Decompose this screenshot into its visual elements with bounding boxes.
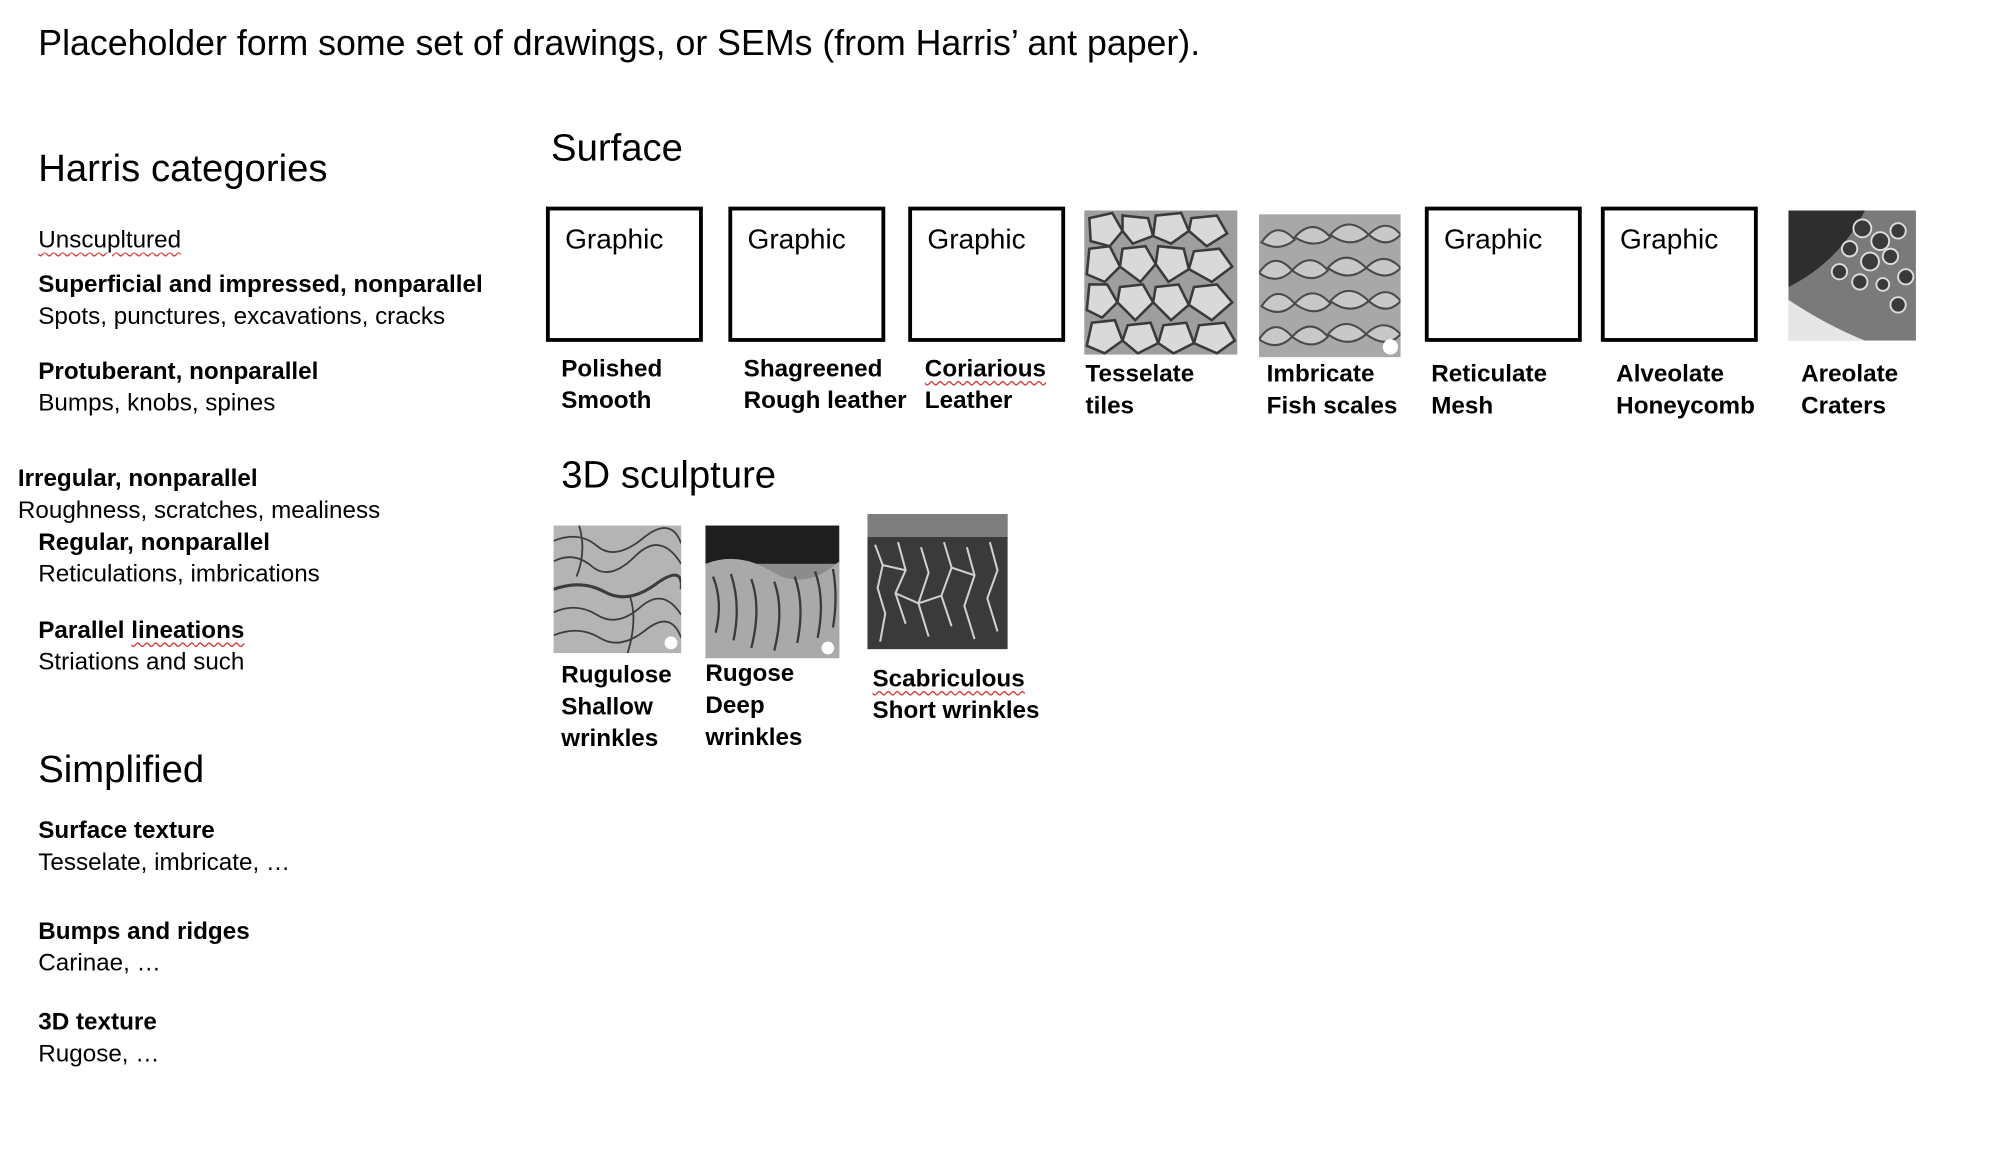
harris-item-3-name: Irregular, nonparallel (17, 465, 258, 493)
simplified-item-1-name: Surface texture (38, 817, 215, 845)
harris-item-5-desc: Striations and such (38, 649, 245, 677)
surface-heading: Surface (551, 127, 683, 170)
simplified-item-3-desc: Rugose, … (38, 1040, 160, 1068)
areolate-pattern (1788, 210, 1916, 341)
sculpture-heading: 3D sculpture (561, 454, 777, 497)
graphic-placeholder-reticulate: Graphic (1424, 206, 1582, 342)
rugulose-sem-image (553, 525, 682, 654)
caption-areolate: Areolate Craters (1801, 360, 1899, 420)
caption-reticulate: Reticulate Mesh (1431, 360, 1548, 420)
caption-rugose: Rugose Deep wrinkles (705, 660, 803, 752)
graphic-placeholder-shagreened: Graphic (728, 206, 886, 342)
harris-item-2-desc: Bumps, knobs, spines (38, 390, 276, 418)
scabriculous-sem-image (867, 514, 1008, 650)
unsculptured-label: Unscupltured (38, 227, 182, 254)
caption-tesselate: Tesselate tiles (1085, 360, 1195, 420)
areolate-sem-image (1788, 210, 1916, 341)
harris-item-5-name: Parallel lineations (38, 617, 245, 645)
harris-item-1-name: Superficial and impressed, nonparallel (38, 271, 483, 299)
rugose-pattern (705, 525, 840, 659)
simplified-item-3-name: 3D texture (38, 1008, 157, 1036)
caption-coriarious: Coriarious Leather (924, 355, 1047, 415)
simplified-item-2-name: Bumps and ridges (38, 918, 250, 946)
harris-item-4-name: Regular, nonparallel (38, 529, 270, 557)
harris-item-2-name: Protuberant, nonparallel (38, 358, 319, 386)
caption-alveolate: Alveolate Honeycomb (1616, 360, 1755, 420)
simplified-heading: Simplified (38, 748, 205, 791)
harris-item-4-desc: Reticulations, imbrications (38, 561, 320, 589)
graphic-placeholder-polished: Graphic (545, 206, 703, 342)
caption-rugulose: Rugulose Shallow wrinkles (561, 662, 672, 753)
caption-scabriculous: Scabriculous Short wrinkles (872, 665, 1040, 725)
simplified-item-1-desc: Tesselate, imbricate, … (38, 849, 291, 877)
tesselate-pattern (1084, 210, 1238, 355)
imbricate-sem-image (1259, 214, 1401, 358)
caption-imbricate: Imbricate Fish scales (1266, 360, 1398, 420)
page-title: Placeholder form some set of drawings, o… (38, 22, 1201, 63)
harris-item-3-desc: Roughness, scratches, mealiness (17, 497, 381, 525)
rugose-sem-image (705, 525, 840, 659)
graphic-placeholder-alveolate: Graphic (1600, 206, 1758, 342)
simplified-item-2-desc: Carinae, … (38, 950, 161, 978)
harris-heading: Harris categories (38, 147, 328, 191)
caption-polished: Polished Smooth (561, 355, 663, 415)
graphic-placeholder-coriarious: Graphic (908, 206, 1066, 342)
scabriculous-pattern (867, 514, 1008, 650)
caption-shagreened: Shagreened Rough leather (743, 355, 907, 415)
harris-item-1-desc: Spots, punctures, excavations, cracks (38, 303, 446, 331)
imbricate-pattern (1259, 214, 1401, 358)
tesselate-sem-image (1084, 210, 1238, 355)
rugulose-pattern (553, 525, 682, 654)
